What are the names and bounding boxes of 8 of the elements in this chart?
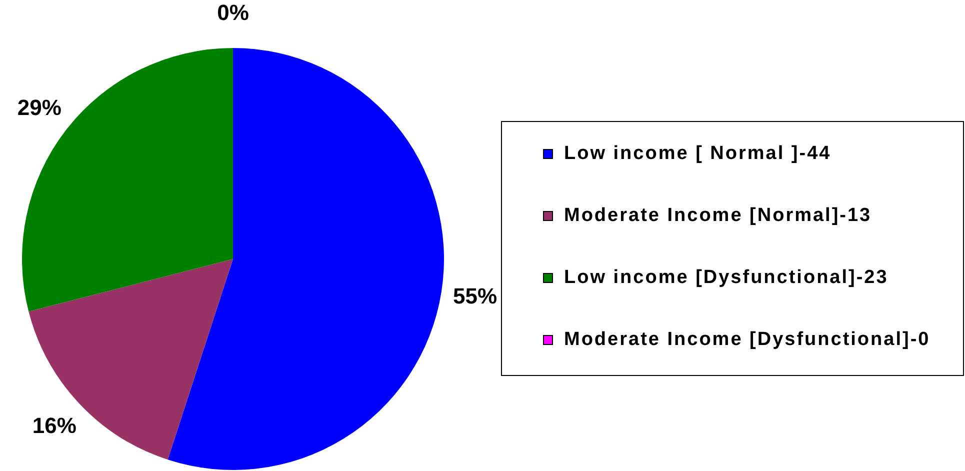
legend-label: Moderate Income [Normal]-13: [564, 205, 872, 227]
data-label: 16%: [32, 412, 76, 438]
data-label: 29%: [17, 94, 62, 120]
data-label: 55%: [452, 283, 498, 308]
legend-label: Moderate Income [Dysfunctional]-0: [564, 329, 930, 351]
text: 0%: [217, 0, 249, 26]
legend-label: Low income [Dysfunctional]-23: [564, 267, 888, 289]
legend-label: Low income [ Normal ]-44: [564, 143, 832, 165]
